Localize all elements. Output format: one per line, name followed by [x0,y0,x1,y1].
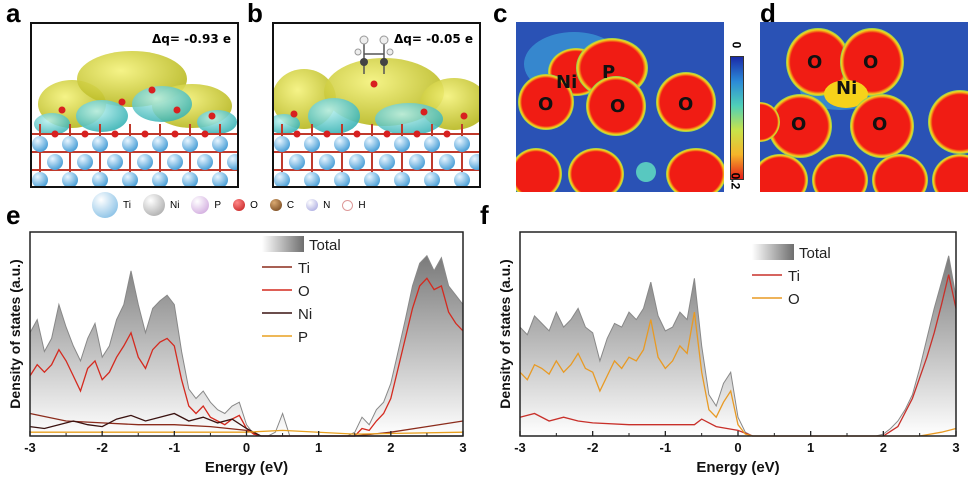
series-o-line [519,311,957,437]
panel-d-map-image [760,28,968,192]
x-tick-label: -1 [169,440,181,455]
legend-label-ni: Ni [169,199,180,211]
legend-label-n: N [323,199,331,211]
legend-total-label: Total [799,245,831,262]
x-tick-label: 3 [459,440,466,455]
legend-total-swatch [752,244,794,260]
atom-label-ni: Ni [556,72,578,93]
series-total-area [30,255,463,436]
atom-label-o-mid-left: O [791,114,807,135]
panel-b-slab-image [274,35,479,186]
panel-label-a: a [6,0,21,28]
atom-label-o-1: O [538,94,554,115]
n-atom-icon [306,199,319,211]
x-tick-label: -1 [660,440,672,455]
x-tick-label: 3 [952,440,959,455]
p-atom-icon [191,196,210,214]
x-tick-label: 2 [387,440,394,455]
legend-total-swatch [262,236,304,252]
charge-transfer-b: Δq= -0.05 e [393,32,473,46]
y-axis-label: Density of states (a.u.) [7,259,23,408]
legend-atom-o: O [233,199,258,211]
series-o-line [29,277,464,437]
x-axis-label: Energy (eV) [205,459,288,476]
atom-legend: Ti Ni P O C N H [92,192,378,218]
h-atom-icon [342,199,354,211]
x-tick-label: 1 [807,440,814,455]
series-ti-line [519,274,957,437]
legend-atom-p: P [191,196,221,214]
legend-label-o: O [250,199,258,211]
panel-b-structure: Δq= -0.05 e [272,22,481,188]
panel-label-e: e [6,200,21,230]
y-axis-label: Density of states (a.u.) [497,259,513,408]
atom-label-o-2: O [610,96,626,117]
legend-label-h: H [358,199,366,211]
series-p-line [30,429,464,435]
dos-chart-f: -3 -2 -1 0 1 2 3 Energy (eV) Density of states (… [497,231,960,476]
atom-label-p: P [602,62,616,83]
legend-label-c: C [286,199,295,211]
panel-label-d: d [760,0,776,28]
legend-ti-label: Ti [788,268,800,285]
panel-c-map-image [516,32,724,192]
panel-d-charge-map: O O Ni O O [760,22,968,192]
panel-a-slab-image [32,51,237,186]
charge-transfer-a: Δq= -0.93 e [151,32,231,46]
legend-total-label: Total [309,237,341,254]
atom-label-o-mid-right: O [872,114,888,135]
x-tick-label: -3 [514,440,526,455]
series-ni-line [29,412,463,437]
colorbar-max-label: 0 [729,41,744,49]
panel-label-b: b [247,0,263,28]
x-tick-label: 0 [243,440,250,455]
atom-label-o-top-left: O [807,52,823,73]
legend-ti-label: Ti [298,260,310,277]
x-tick-label: -2 [587,440,599,455]
legend-atom-c: C [269,199,295,211]
panel-label-c: c [493,0,508,28]
color-scale-bar [730,56,744,180]
c-atom-icon [269,199,282,211]
ti-atom-icon [92,192,118,218]
legend-o-label: O [788,291,800,308]
colorbar-min-label: 0.2 [728,172,743,190]
series-total-line [519,255,957,437]
series-total-line [29,254,464,437]
series-total-area [520,255,956,436]
legend-atom-ni: Ni [142,194,180,216]
x-axis-label: Energy (eV) [696,459,779,476]
atom-label-o-3: O [678,94,694,115]
legend-o-label: O [298,283,310,300]
x-tick-label: -2 [96,440,108,455]
o-atom-icon [233,199,246,211]
series-ti-line [29,412,464,437]
x-tick-label: 0 [734,440,741,455]
legend-label-p: P [214,199,222,211]
dos-chart-e: -3 -2 -1 0 1 2 3 Energy (eV) Density of states (… [7,231,467,476]
legend-atom-n: N [306,199,330,211]
ni-atom-icon [142,194,165,216]
legend-p-label: P [298,329,308,346]
x-tick-label: 2 [880,440,887,455]
x-tick-label: 1 [315,440,322,455]
legend-atom-ti: Ti [92,192,131,218]
legend-atom-h: H [342,199,366,211]
panel-a-structure: Δq= -0.93 e [30,22,239,188]
panel-label-f: f [480,200,489,230]
panel-c-charge-map: Ni P O O O [516,22,724,192]
x-tick-label: -3 [24,440,36,455]
legend-label-ti: Ti [123,199,131,211]
atom-label-o-top-right: O [863,52,879,73]
atom-label-ni-d: Ni [836,78,858,99]
legend-ni-label: Ni [298,306,312,323]
